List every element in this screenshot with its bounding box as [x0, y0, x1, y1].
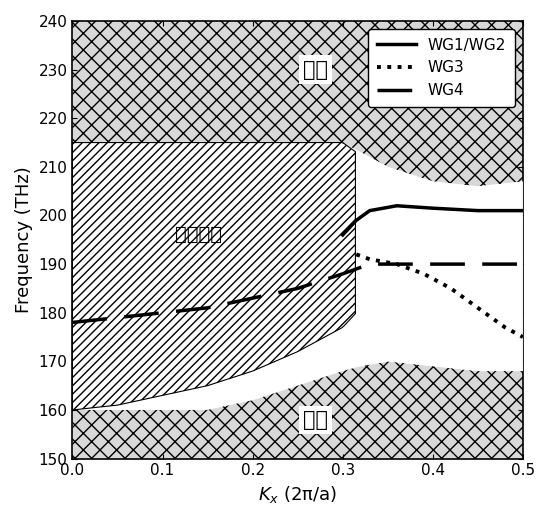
- Legend: WG1/WG2, WG3, WG4: WG1/WG2, WG3, WG4: [368, 29, 515, 107]
- Text: 空气光锥: 空气光锥: [175, 226, 222, 244]
- Polygon shape: [73, 142, 355, 410]
- Y-axis label: Frequency (THz): Frequency (THz): [15, 166, 33, 313]
- Text: 体带: 体带: [303, 410, 328, 430]
- Text: 体带: 体带: [303, 60, 328, 80]
- X-axis label: $K_x$ (2π/a): $K_x$ (2π/a): [258, 484, 337, 505]
